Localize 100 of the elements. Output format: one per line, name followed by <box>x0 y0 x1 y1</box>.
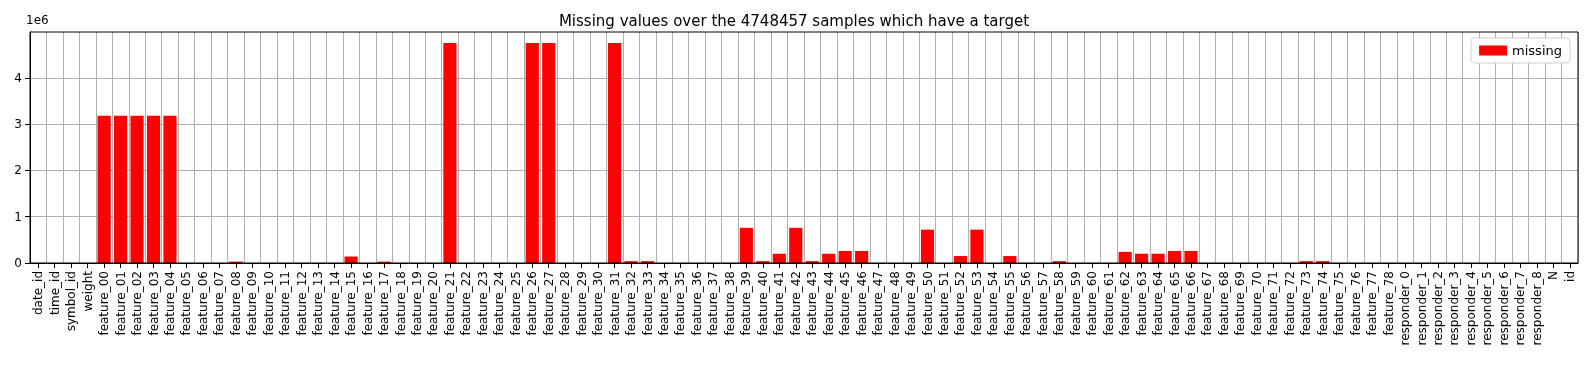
x-tick-label: feature_33 <box>640 271 655 336</box>
x-tick-label: feature_24 <box>492 271 507 336</box>
x-tick-label: feature_43 <box>805 271 820 336</box>
x-tick-label: feature_55 <box>1002 271 1017 336</box>
legend-label: missing <box>1512 43 1563 58</box>
x-tick-label: feature_62 <box>1118 271 1133 336</box>
x-tick-label: feature_23 <box>475 271 490 336</box>
x-tick-label: feature_32 <box>624 271 639 336</box>
x-tick-label: feature_66 <box>1184 271 1198 336</box>
x-tick-label: feature_53 <box>969 271 984 336</box>
x-tick-label: feature_31 <box>607 271 622 336</box>
x-tick-label: feature_00 <box>97 271 112 336</box>
x-tick-label: feature_06 <box>195 271 210 336</box>
x-tick-label: feature_68 <box>1216 271 1231 336</box>
text: 1e6 <box>26 13 49 27</box>
x-tick-label: feature_35 <box>673 271 688 336</box>
x-tick-label: feature_25 <box>508 271 523 336</box>
x-tick-label: feature_17 <box>377 271 392 336</box>
x-tick-label: feature_40 <box>755 271 770 336</box>
x-tick-label: feature_59 <box>1068 271 1083 336</box>
x-tick-label: feature_27 <box>541 271 556 336</box>
y-tick-label: 2 <box>14 163 22 178</box>
x-tick-label: responder_0 <box>1398 271 1413 346</box>
x-tick-label: feature_07 <box>212 271 227 336</box>
x-tick-label: feature_74 <box>1315 271 1330 336</box>
x-tick-label: feature_49 <box>904 271 919 336</box>
x-tick-label: responder_7 <box>1513 271 1528 346</box>
x-tick-label: feature_50 <box>920 271 935 336</box>
x-tick-label: feature_26 <box>525 271 540 336</box>
x-tick-label: feature_45 <box>838 271 853 336</box>
x-tick-label: time_id <box>47 271 62 316</box>
x-tick-label: feature_34 <box>657 271 672 336</box>
x-tick-label: feature_60 <box>1085 271 1100 336</box>
x-tick-label: feature_14 <box>327 271 342 336</box>
x-tick-label: feature_08 <box>228 271 243 336</box>
x-tick-label: feature_78 <box>1381 271 1396 336</box>
x-tick-label: feature_52 <box>953 271 968 336</box>
x-tick-label: feature_37 <box>706 271 721 336</box>
x-tick-label: feature_69 <box>1233 271 1248 336</box>
x-tick-label: feature_77 <box>1365 271 1380 336</box>
x-tick-label: feature_39 <box>739 271 754 336</box>
x-tick-label: feature_13 <box>311 271 326 336</box>
x-tick-label: feature_19 <box>410 271 424 336</box>
x-tick-label: feature_28 <box>558 271 573 336</box>
y-tick-label: 0 <box>14 256 22 270</box>
x-tick-label: feature_64 <box>1151 271 1166 336</box>
x-tick-label: feature_57 <box>1035 271 1050 336</box>
x-tick-label: feature_63 <box>1134 271 1149 336</box>
x-tick-label: feature_16 <box>360 271 375 336</box>
x-tick-label: responder_1 <box>1414 271 1429 346</box>
x-tick-label: feature_01 <box>113 271 128 336</box>
y-tick-label: 3 <box>14 117 22 132</box>
x-tick-label: feature_56 <box>1019 271 1034 336</box>
x-tick-label: responder_2 <box>1431 271 1446 346</box>
x-tick-label: feature_05 <box>179 271 194 336</box>
x-tick-label: feature_54 <box>986 271 1001 336</box>
x-tick-label: feature_22 <box>459 271 474 336</box>
x-tick-label: feature_29 <box>574 271 589 336</box>
x-tick-label: feature_44 <box>821 271 836 336</box>
x-tick-label: feature_38 <box>722 271 737 336</box>
x-tick-label: responder_3 <box>1447 271 1462 346</box>
x-tick-label: symbol_id <box>64 271 79 332</box>
x-tick-label: weight <box>80 270 95 312</box>
x-tick-label: feature_47 <box>871 271 886 336</box>
x-tick-label: responder_5 <box>1480 271 1495 346</box>
x-tick-label: feature_30 <box>591 271 606 336</box>
x-tick-label: feature_51 <box>936 271 951 336</box>
x-tick-label: feature_65 <box>1167 271 1182 336</box>
x-tick-label: feature_11 <box>278 271 293 336</box>
x-tick-label: feature_72 <box>1282 271 1297 336</box>
x-tick-label: feature_21 <box>442 271 457 336</box>
y-tick-label: 4 <box>14 70 22 85</box>
chart-title: Missing values over the 4748457 samples which have a target <box>558 11 1030 30</box>
x-tick-label: id <box>1562 271 1577 282</box>
x-tick-label: feature_48 <box>887 271 902 336</box>
x-tick-label: feature_20 <box>426 271 441 336</box>
x-tick-label: feature_71 <box>1266 271 1281 336</box>
x-tick-label: feature_41 <box>772 271 787 336</box>
x-tick-label: feature_67 <box>1200 271 1215 336</box>
x-tick-label: feature_04 <box>162 271 177 336</box>
x-tick-label: feature_42 <box>788 271 803 336</box>
y-tick-label: 1 <box>14 209 22 224</box>
x-tick-label: feature_58 <box>1052 271 1067 336</box>
x-tick-label: feature_15 <box>344 271 359 336</box>
x-tick-label: responder_8 <box>1529 271 1544 346</box>
x-tick-label: feature_46 <box>854 271 869 336</box>
x-tick-label: feature_76 <box>1348 271 1363 336</box>
x-tick-label: feature_18 <box>393 271 408 336</box>
x-tick-label: feature_03 <box>146 271 161 336</box>
x-tick-label: feature_75 <box>1332 271 1347 336</box>
x-tick-label: feature_12 <box>294 271 309 336</box>
x-tick-label: N <box>1546 271 1561 280</box>
x-tick-label: feature_10 <box>261 271 276 336</box>
x-tick-label: feature_09 <box>245 271 260 336</box>
x-tick-label: responder_4 <box>1463 271 1478 346</box>
x-tick-label: feature_70 <box>1249 271 1264 336</box>
x-tick-label: feature_36 <box>689 271 704 336</box>
x-tick-label: feature_02 <box>130 271 145 336</box>
x-tick-label: responder_6 <box>1496 271 1511 346</box>
x-tick-label: date_id <box>31 271 46 316</box>
